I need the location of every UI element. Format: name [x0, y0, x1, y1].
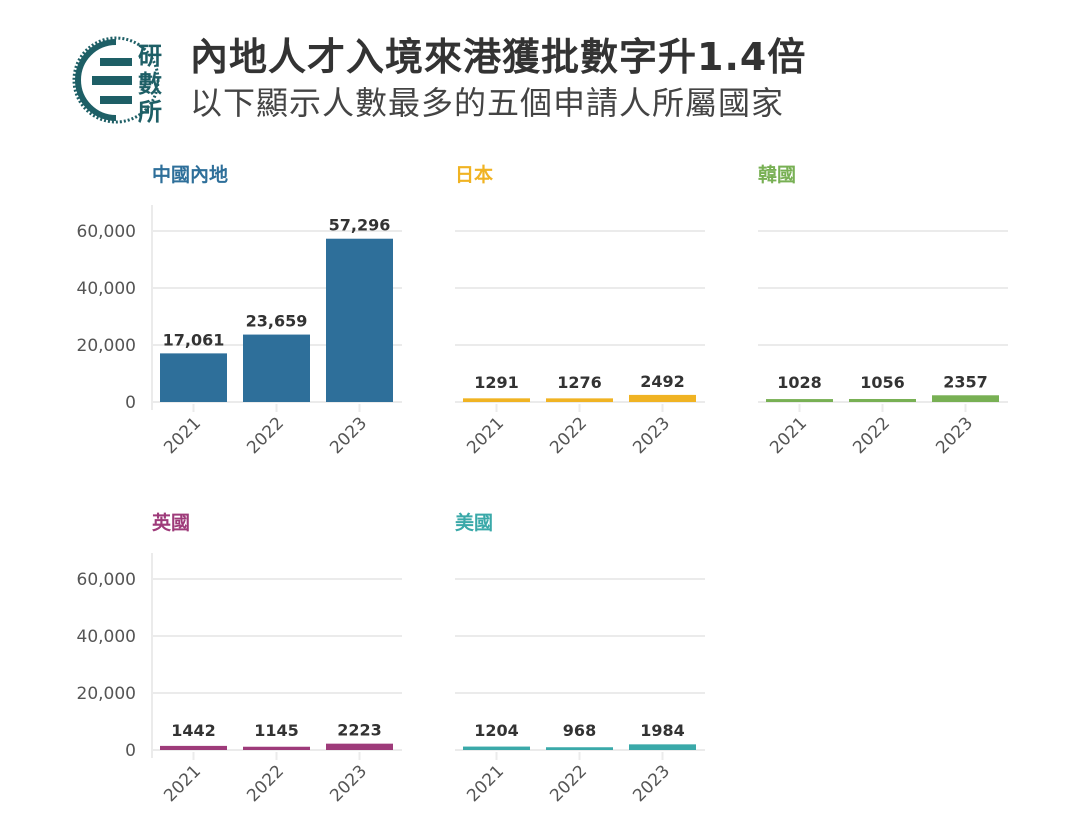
bar-2021: [463, 398, 530, 402]
x-tick-label: 2021: [160, 413, 205, 458]
data-label: 968: [563, 721, 596, 740]
x-tick-label: 2023: [629, 413, 674, 458]
y-tick-label: 0: [125, 393, 136, 413]
x-tick-label: 2023: [932, 413, 977, 458]
bar-2021: [766, 399, 833, 402]
y-tick-label: 40,000: [77, 279, 136, 299]
panel-title: 中國內地: [152, 163, 228, 186]
y-tick-label: 20,000: [77, 336, 136, 356]
bar-2023: [326, 743, 393, 750]
data-label: 1028: [777, 373, 822, 392]
panel-3: 英國 0 20,000 40,000 60,000 1442 2021 1145 2022 222…: [77, 511, 402, 806]
data-label: 1145: [254, 721, 299, 740]
x-tick-label: 2022: [546, 413, 591, 458]
x-tick-label: 2021: [463, 761, 508, 806]
x-tick-label: 2023: [629, 761, 674, 806]
y-tick-label: 40,000: [77, 627, 136, 647]
data-label: 1984: [640, 721, 685, 740]
x-tick-label: 2023: [326, 761, 371, 806]
bar-2022: [849, 398, 916, 402]
x-tick-label: 2021: [160, 761, 205, 806]
data-label: 17,061: [163, 330, 225, 349]
data-label: 2223: [337, 721, 382, 740]
bar-2023: [932, 395, 999, 402]
panel-2: 韓國 1028 2021 1056 2022 2357 2023: [758, 163, 1008, 458]
panel-title: 韓國: [758, 163, 796, 186]
x-tick-label: 2022: [243, 761, 288, 806]
bar-2021: [160, 353, 227, 402]
data-label: 1276: [557, 373, 602, 392]
bar-2023: [629, 394, 696, 402]
y-tick-label: 20,000: [77, 684, 136, 704]
x-tick-label: 2023: [326, 413, 371, 458]
data-label: 57,296: [329, 216, 391, 235]
panel-title: 英國: [152, 511, 190, 534]
bar-2023: [326, 238, 393, 402]
x-tick-label: 2021: [463, 413, 508, 458]
panel-0: 中國內地 0 20,000 40,000 60,000 17,061 2021 23,659 2…: [77, 163, 402, 458]
data-label: 1442: [171, 721, 216, 740]
data-label: 23,659: [246, 312, 308, 331]
data-label: 2357: [943, 372, 988, 391]
y-tick-label: 0: [125, 741, 136, 761]
svg-text:研: 研: [138, 42, 162, 70]
x-tick-label: 2022: [546, 761, 591, 806]
chart-subtitle: 以下顯示人數最多的五個申請人所屬國家: [190, 84, 785, 122]
panel-title: 日本: [455, 163, 493, 186]
x-tick-label: 2021: [766, 413, 811, 458]
bar-2022: [243, 334, 310, 402]
panel-1: 日本 1291 2021 1276 2022 2492 2023: [455, 163, 705, 458]
svg-text:所: 所: [138, 98, 162, 126]
bar-2023: [629, 744, 696, 750]
data-label: 1204: [474, 721, 519, 740]
logo: 研 數 所: [72, 36, 162, 126]
data-label: 1291: [474, 373, 519, 392]
panel-title: 美國: [455, 511, 493, 534]
x-tick-label: 2022: [243, 413, 288, 458]
chart-title: 內地人才入境來港獲批數字升1.4倍: [190, 35, 807, 79]
y-tick-label: 60,000: [77, 222, 136, 242]
bar-2022: [546, 747, 613, 750]
bar-2022: [243, 746, 310, 750]
bar-2022: [546, 398, 613, 402]
svg-text:數: 數: [138, 70, 162, 98]
bar-2021: [160, 745, 227, 750]
panel-4: 美國 1204 2021 968 2022 1984 2023: [455, 511, 705, 806]
data-label: 1056: [860, 373, 905, 392]
x-tick-label: 2022: [849, 413, 894, 458]
data-label: 2492: [640, 372, 685, 391]
y-tick-label: 60,000: [77, 570, 136, 590]
bar-2021: [463, 746, 530, 750]
